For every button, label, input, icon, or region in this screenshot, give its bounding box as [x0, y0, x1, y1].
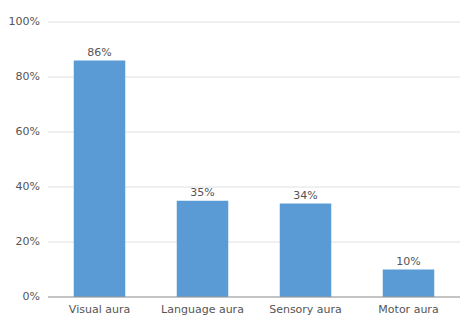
- bar: [74, 61, 126, 298]
- bars: [74, 61, 435, 298]
- x-axis: Visual aura Language aura Sensory aura Moto…: [48, 297, 460, 316]
- x-tick-label: Language aura: [161, 303, 244, 316]
- y-tick-label: 60%: [16, 125, 40, 138]
- x-tick-label: Motor aura: [378, 303, 438, 316]
- bar: [177, 201, 229, 297]
- data-labels: 86% 35% 34% 10%: [87, 46, 420, 268]
- chart-svg: 0% 20% 40% 60% 80% 100% Visual aura Language au…: [0, 0, 474, 329]
- data-label: 86%: [87, 46, 111, 59]
- y-tick-label: 40%: [16, 180, 40, 193]
- bar: [383, 270, 435, 298]
- y-tick-label: 20%: [16, 235, 40, 248]
- grid-line: [48, 297, 460, 298]
- data-label: 34%: [293, 189, 317, 202]
- bar: [280, 204, 332, 298]
- y-tick-label: 100%: [9, 15, 40, 28]
- x-tick-label: Sensory aura: [269, 303, 342, 316]
- y-tick-label: 80%: [16, 70, 40, 83]
- grid-line: [48, 22, 460, 23]
- chart-container: 0% 20% 40% 60% 80% 100% Visual aura Language au…: [0, 0, 474, 329]
- y-tick-label: 0%: [23, 290, 40, 303]
- grid: [48, 22, 460, 297]
- data-label: 35%: [190, 186, 214, 199]
- x-axis-line: [48, 297, 460, 298]
- data-label: 10%: [396, 255, 420, 268]
- x-tick-label: Visual aura: [69, 303, 130, 316]
- page: {"chart_data": {"type": "bar", "categori…: [0, 0, 474, 329]
- y-axis: 0% 20% 40% 60% 80% 100%: [9, 15, 40, 303]
